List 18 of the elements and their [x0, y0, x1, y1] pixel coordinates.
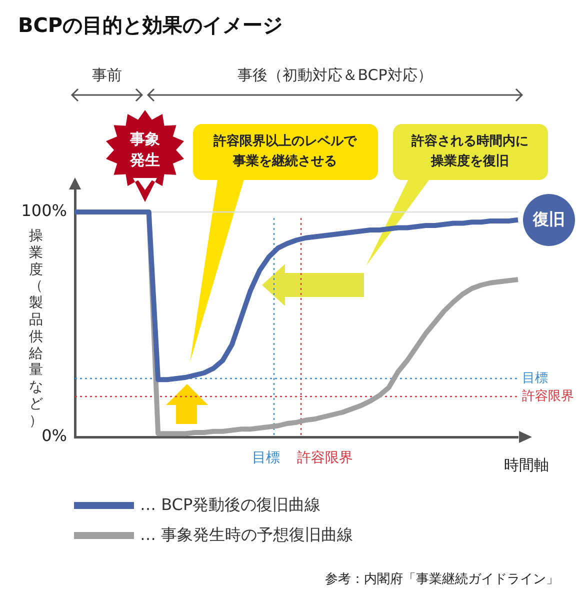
text: 復旧 [533, 210, 565, 230]
ref-line-label: 許容限界 [522, 388, 574, 404]
legend-label: … 事象発生時の予想復旧曲線 [140, 524, 354, 546]
text: 事象発生 [130, 129, 160, 171]
chart-title: BCPの目的と効果のイメージ [18, 12, 283, 39]
legend-label: … BCP発動後の復旧曲線 [140, 494, 321, 516]
text: 操業度（製品供給量など） [29, 228, 43, 429]
text: 許容限界以上のレベルで事業を継続させる [212, 132, 358, 171]
y-tick-label: 0% [42, 426, 67, 446]
text: 許容される時間内に操業度を復旧 [410, 132, 530, 171]
text: 目標 [252, 449, 280, 467]
text: 事前 [92, 66, 122, 85]
ref-line-label: 目標 [522, 370, 548, 386]
text: 許容限界 [297, 449, 353, 467]
y-tick-label: 100% [21, 201, 67, 220]
x-axis-title: 時間軸 [504, 456, 549, 475]
text: 事後（初動対応＆BCP対応） [238, 66, 432, 85]
text: 参考：内閣府「事業継続ガイドライン」 [325, 571, 559, 588]
